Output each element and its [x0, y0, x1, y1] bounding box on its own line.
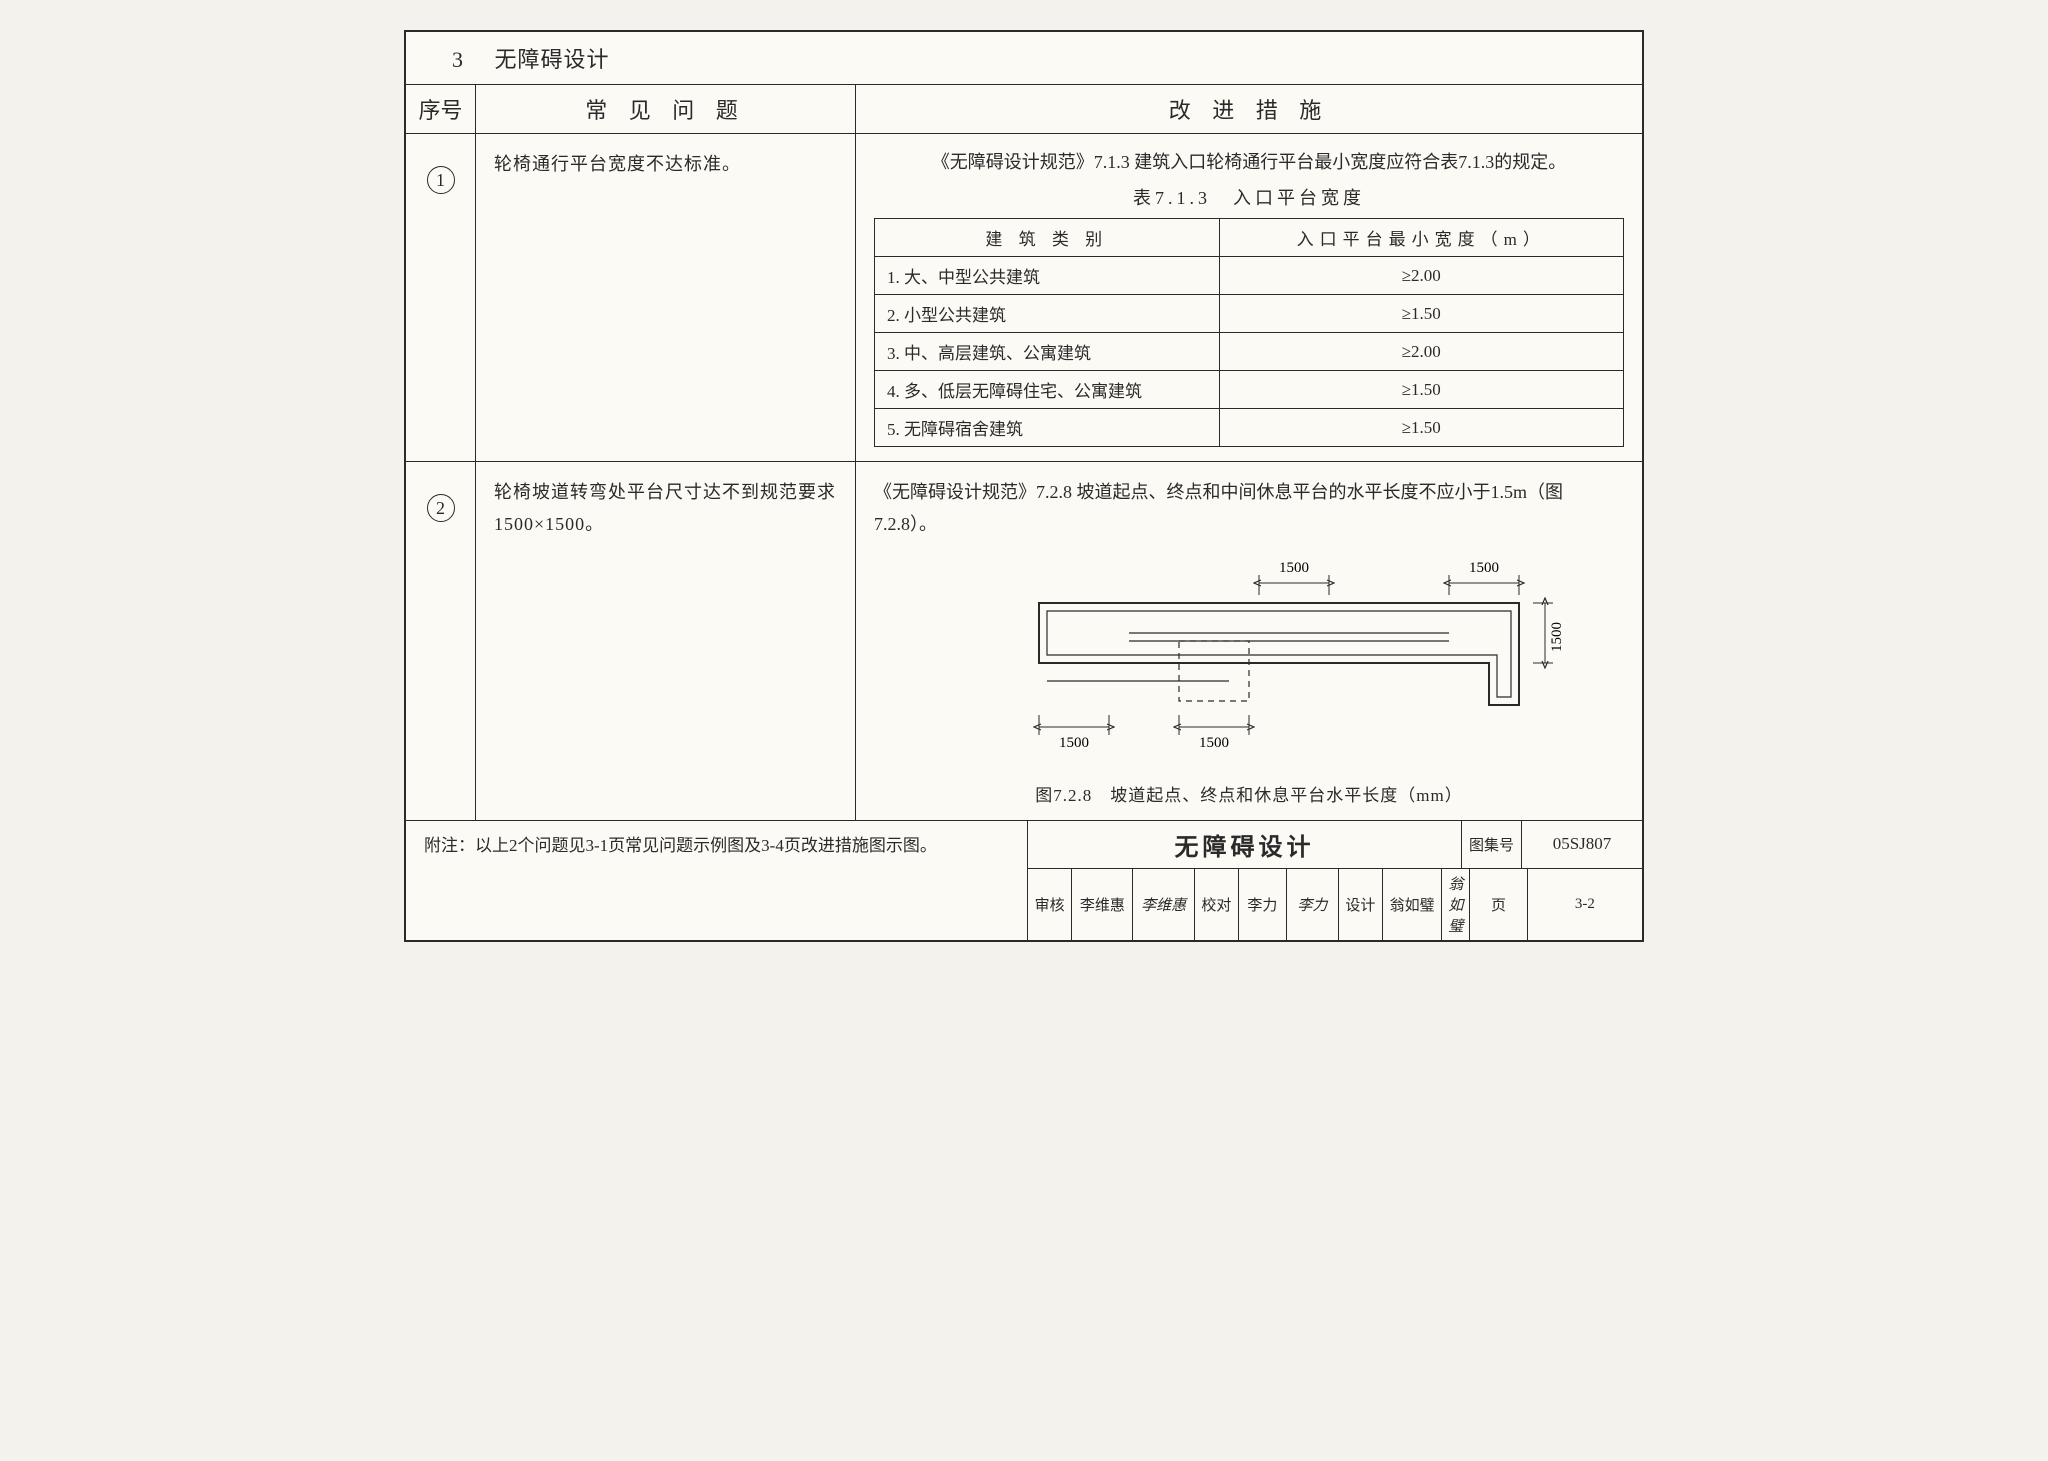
section-name: 无障碍设计 — [495, 47, 610, 72]
drawing-sheet: 3 无障碍设计 序号 常 见 问 题 改 进 措 施 1 轮椅通行平台宽度不达标… — [404, 30, 1644, 942]
set-label: 图集号 — [1462, 821, 1522, 868]
design-label: 设计 — [1339, 869, 1383, 940]
dim-text: 1500 — [1059, 735, 1089, 751]
section-number: 3 — [452, 47, 488, 73]
header-problem: 常 见 问 题 — [476, 85, 856, 133]
sheet-footer: 附注：以上2个问题见3-1页常见问题示例图及3-4页改进措施图示图。 无障碍设计… — [406, 821, 1642, 940]
inner-th1: 建 筑 类 别 — [875, 219, 1220, 257]
measure-caption: 《无障碍设计规范》7.1.3 建筑入口轮椅通行平台最小宽度应符合表7.1.3的规… — [874, 148, 1624, 174]
set-number: 05SJ807 — [1522, 821, 1642, 868]
review-signature: 李维惠 — [1133, 869, 1194, 940]
ramp-plan-svg: 1500 1500 1500 — [929, 545, 1569, 775]
check-name: 李力 — [1239, 869, 1287, 940]
inner-cell: 3. 中、高层建筑、公寓建筑 — [875, 333, 1220, 371]
problem-cell: 轮椅通行平台宽度不达标准。 — [476, 134, 856, 461]
problem-cell: 轮椅坡道转弯处平台尺寸达不到规范要求1500×1500。 — [476, 462, 856, 820]
inner-cell: ≥2.00 — [1219, 257, 1623, 295]
row-number-badge: 1 — [427, 166, 455, 194]
footnote: 附注：以上2个问题见3-1页常见问题示例图及3-4页改进措施图示图。 — [406, 821, 1028, 940]
table-header-row: 序号 常 见 问 题 改 进 措 施 — [406, 85, 1642, 134]
section-title: 3 无障碍设计 — [406, 32, 1642, 85]
review-name: 李维惠 — [1072, 869, 1133, 940]
dim-text: 1500 — [1199, 735, 1229, 751]
figure-caption: 图7.2.8 坡道起点、终点和休息平台水平长度（mm） — [1035, 781, 1462, 806]
inner-cell: 5. 无障碍宿舍建筑 — [875, 409, 1220, 447]
inner-th2: 入口平台最小宽度（m） — [1219, 219, 1623, 257]
dim-text: 1500 — [1549, 622, 1565, 652]
ramp-diagram: 1500 1500 1500 — [874, 541, 1624, 806]
measure-caption: 《无障碍设计规范》7.2.8 坡道起点、终点和中间休息平台的水平长度不应小于1.… — [874, 476, 1624, 541]
inner-cell: ≥1.50 — [1219, 409, 1623, 447]
inner-table-caption: 表7.1.3 入口平台宽度 — [874, 184, 1624, 210]
inner-table: 建 筑 类 别 入口平台最小宽度（m） 1. 大、中型公共建筑≥2.00 2. … — [874, 218, 1624, 447]
page-label: 页 — [1470, 869, 1527, 940]
dim-text: 1500 — [1469, 560, 1499, 576]
table-row: 1 轮椅通行平台宽度不达标准。 《无障碍设计规范》7.1.3 建筑入口轮椅通行平… — [406, 134, 1642, 462]
inner-cell: 2. 小型公共建筑 — [875, 295, 1220, 333]
page-number: 3-2 — [1528, 869, 1642, 940]
check-signature: 李力 — [1287, 869, 1339, 940]
inner-cell: ≥2.00 — [1219, 333, 1623, 371]
header-measure: 改 进 措 施 — [856, 85, 1642, 133]
sheet-title: 无障碍设计 — [1028, 821, 1462, 868]
inner-cell: 4. 多、低层无障碍住宅、公寓建筑 — [875, 371, 1220, 409]
inner-cell: ≥1.50 — [1219, 295, 1623, 333]
inner-cell: 1. 大、中型公共建筑 — [875, 257, 1220, 295]
design-signature: 翁如璧 — [1442, 869, 1470, 940]
header-seq: 序号 — [406, 85, 476, 133]
measure-cell: 《无障碍设计规范》7.1.3 建筑入口轮椅通行平台最小宽度应符合表7.1.3的规… — [856, 134, 1642, 461]
design-name: 翁如璧 — [1383, 869, 1442, 940]
review-label: 审核 — [1028, 869, 1072, 940]
check-label: 校对 — [1195, 869, 1239, 940]
table-row: 2 轮椅坡道转弯处平台尺寸达不到规范要求1500×1500。 《无障碍设计规范》… — [406, 462, 1642, 821]
row-number-badge: 2 — [427, 494, 455, 522]
measure-cell: 《无障碍设计规范》7.2.8 坡道起点、终点和中间休息平台的水平长度不应小于1.… — [856, 462, 1642, 820]
inner-cell: ≥1.50 — [1219, 371, 1623, 409]
title-block: 无障碍设计 图集号 05SJ807 审核 李维惠 李维惠 校对 李力 李力 设计… — [1028, 821, 1642, 940]
dim-text: 1500 — [1279, 560, 1309, 576]
